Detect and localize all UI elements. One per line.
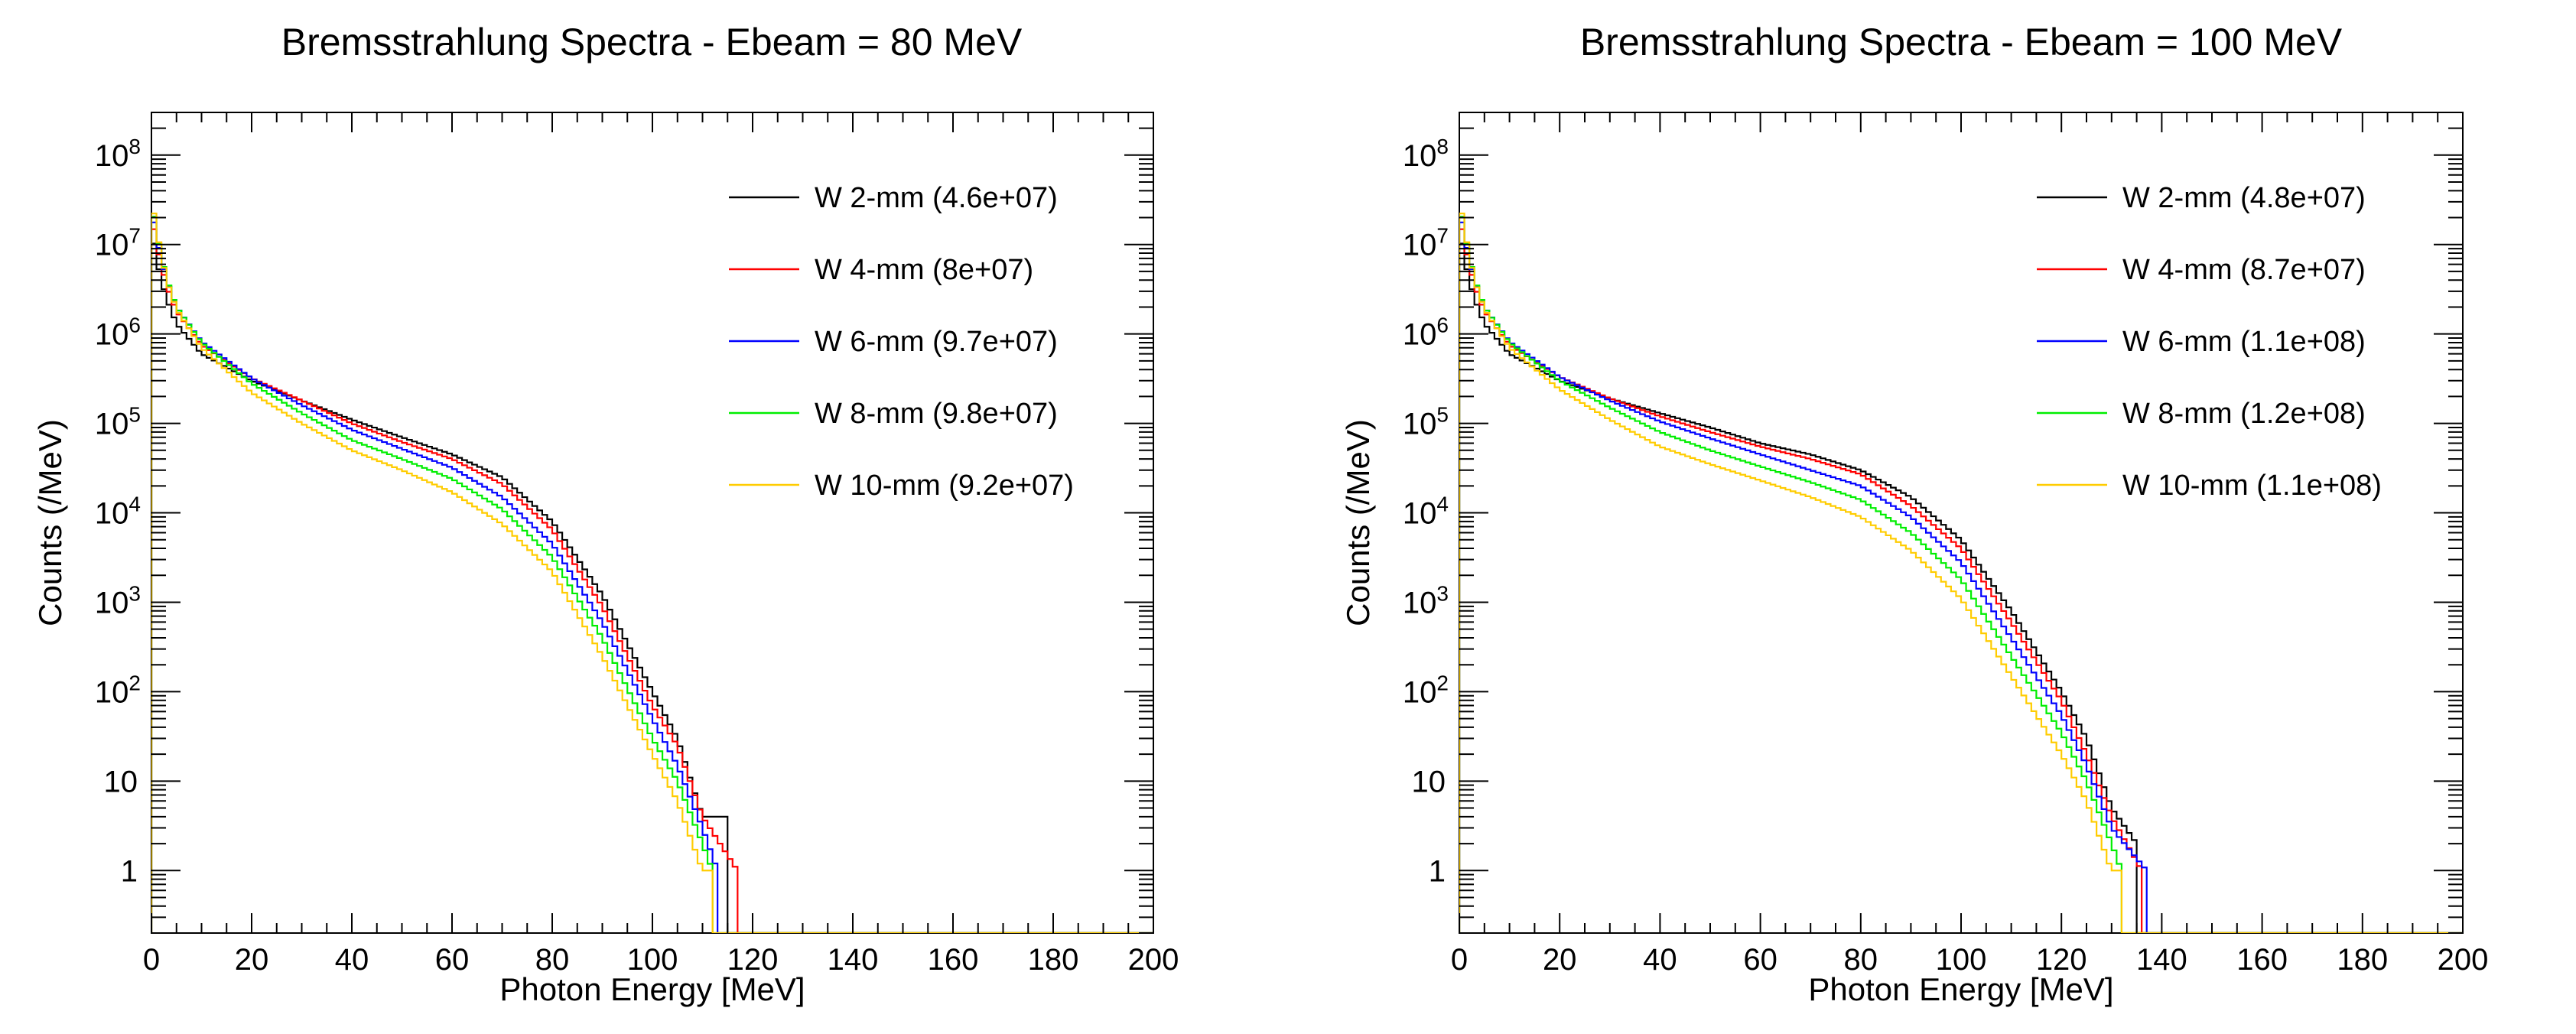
x-tick-label: 60 [435,943,470,977]
legend-label: W 10-mm (1.1e+08) [2122,470,2382,502]
y-tick-label: 107 [1403,224,1449,262]
x-tick-label: 80 [535,943,570,977]
y-tick-label: 106 [95,314,141,352]
series-line-4 [151,216,1153,933]
y-tick-label: 103 [95,581,141,619]
legend: W 2-mm (4.8e+07) W 4-mm (8.7e+07) W 6-mm (… [2037,182,2382,502]
series-line-3 [151,221,1153,933]
x-tick-label: 160 [2236,943,2288,977]
y-tick-label: 1 [1429,854,1446,888]
x-tick-label: 60 [1743,943,1778,977]
y-axis: 1 10 102 103 104 105 106 107 108 [95,112,1153,934]
y-tick-label: 106 [1403,314,1449,352]
series-line-3 [1459,221,2463,933]
series-line-4 [1459,216,2463,933]
x-tick-label: 20 [1543,943,1577,977]
y-tick-label: 102 [1403,671,1449,709]
y-axis: 1 10 102 103 104 105 106 107 108 [1403,112,2463,934]
x-tick-label: 160 [928,943,979,977]
x-axis: 0 20 40 60 80 100 120 140 160 180 200 [143,112,1179,977]
legend-label: W 4-mm (8.7e+07) [2122,254,2366,286]
legend-label: W 10-mm (9.2e+07) [815,470,1074,502]
series-group [151,213,1153,933]
x-tick-label: 140 [828,943,879,977]
x-tick-label: 40 [1643,943,1677,977]
x-tick-label: 100 [627,943,678,977]
chart-panel-1: Bremsstrahlung Spectra - Ebeam = 80 MeV 0… [32,21,1179,1007]
series-line-5 [151,213,1153,933]
x-tick-label: 140 [2136,943,2187,977]
x-tick-label: 0 [143,943,160,977]
chart-title: Bremsstrahlung Spectra - Ebeam = 100 MeV [1580,21,2343,63]
x-axis: 0 20 40 60 80 100 120 140 160 180 200 [1451,112,2489,977]
legend: W 2-mm (4.6e+07) W 4-mm (8e+07) W 6-mm (9.… [729,182,1074,502]
plot-frame [1459,112,2464,934]
legend-label: W 4-mm (8e+07) [815,254,1033,286]
x-tick-label: 120 [2036,943,2087,977]
y-tick-label: 10 [104,765,138,798]
y-axis-label: Counts (/MeV) [1340,419,1376,626]
y-tick-label: 103 [1403,581,1449,619]
y-axis-label: Counts (/MeV) [32,419,68,626]
y-tick-label: 105 [95,403,141,441]
plot-frame [151,112,1154,934]
legend-label: W 8-mm (9.8e+07) [815,398,1058,430]
x-tick-label: 80 [1844,943,1878,977]
x-tick-label: 180 [2337,943,2388,977]
y-tick-label: 102 [95,671,141,709]
y-tick-label: 10 [1412,765,1446,798]
x-tick-label: 0 [1451,943,1468,977]
x-tick-label: 20 [235,943,269,977]
y-tick-label: 104 [95,493,141,531]
y-tick-label: 105 [1403,403,1449,441]
legend-label: W 2-mm (4.8e+07) [2122,182,2366,214]
y-tick-label: 107 [95,224,141,262]
series-line-2 [1459,228,2463,933]
chart-title: Bremsstrahlung Spectra - Ebeam = 80 MeV [281,21,1023,63]
x-tick-label: 40 [335,943,369,977]
y-tick-label: 104 [1403,493,1449,531]
legend-label: W 8-mm (1.2e+08) [2122,398,2366,430]
series-line-5 [1459,213,2463,933]
x-tick-label: 120 [727,943,779,977]
x-tick-label: 180 [1028,943,1079,977]
x-tick-label: 200 [1128,943,1179,977]
legend-label: W 6-mm (9.7e+07) [815,326,1058,358]
y-tick-label: 108 [1403,135,1449,173]
y-tick-label: 108 [95,135,141,173]
legend-label: W 2-mm (4.6e+07) [815,182,1058,214]
x-axis-label: Photon Energy [MeV] [499,971,805,1007]
x-axis-label: Photon Energy [MeV] [1808,971,2113,1007]
x-tick-label: 100 [1936,943,1987,977]
series-group [1459,213,2463,933]
x-tick-label: 200 [2438,943,2489,977]
chart-panel-2: Bremsstrahlung Spectra - Ebeam = 100 MeV… [1340,21,2488,1007]
legend-label: W 6-mm (1.1e+08) [2122,326,2366,358]
y-tick-label: 1 [121,854,138,888]
